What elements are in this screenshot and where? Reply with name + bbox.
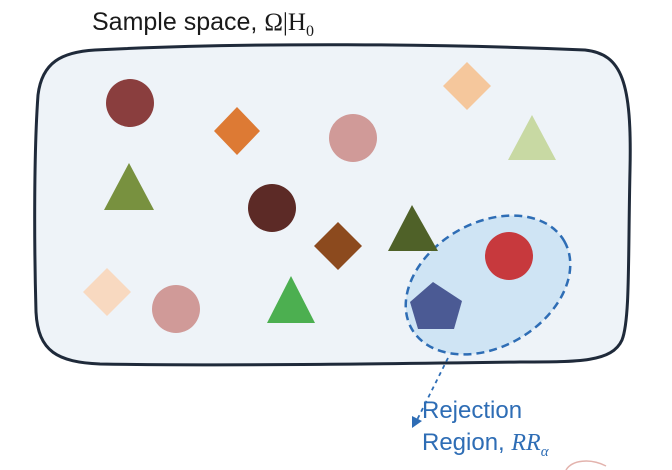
partial-circle-decoration: [565, 460, 607, 470]
diamond-light-peach-shape: [83, 268, 131, 316]
rejection-label-subscript: α: [540, 443, 549, 460]
rejection-label-line1: Rejection: [422, 397, 523, 424]
rejection-arrow-line: [416, 357, 449, 421]
rejection-arrow-head: [412, 416, 422, 428]
rejection-label-math: RR: [511, 430, 541, 456]
sample-space-title: Sample space, Ω|H0: [92, 8, 314, 41]
triangle-green-shape: [267, 276, 315, 323]
triangle-olive-shape: [104, 163, 154, 210]
diamond-orange-shape: [214, 107, 260, 155]
circle-pink-shape: [329, 114, 377, 162]
rejection-label-line2: Region, RRα: [422, 427, 549, 468]
circle-red-shape: [485, 232, 533, 280]
rejection-region-label: Rejection Region, RRα: [422, 395, 549, 468]
title-subscript: 0: [305, 23, 314, 40]
triangle-light-green-shape: [508, 115, 556, 160]
circle-dark-red-shape: [106, 79, 154, 127]
circle-pink-shape: [152, 285, 200, 333]
title-symbol: Ω|H: [264, 9, 306, 36]
diamond-peach-shape: [443, 62, 491, 110]
title-text: Sample space,: [92, 8, 265, 36]
triangle-dark-olive-shape: [388, 205, 438, 251]
diamond-brown-shape: [314, 222, 362, 270]
rejection-label-text: Region,: [422, 429, 512, 456]
pentagon-navy-shape: [410, 282, 462, 329]
circle-maroon-shape: [248, 184, 296, 232]
